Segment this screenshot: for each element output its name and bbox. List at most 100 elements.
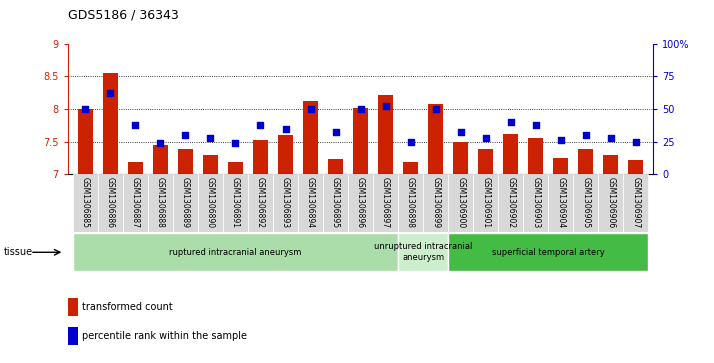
Point (555, 137, 566, 143)
Bar (428, 104, 443, 174)
Bar (578, 150, 593, 174)
Point (230, 140, 241, 146)
Text: GSM1306888: GSM1306888 (156, 177, 165, 228)
Point (380, 103, 391, 109)
Bar (498, 174, 523, 232)
Bar (553, 158, 568, 174)
Bar (153, 145, 168, 174)
Text: superficial temporal artery: superficial temporal artery (492, 248, 605, 257)
Bar (628, 160, 643, 174)
Bar (603, 155, 618, 174)
Bar (298, 174, 323, 232)
Bar (223, 174, 248, 232)
Bar (148, 174, 173, 232)
Text: GSM1306896: GSM1306896 (356, 177, 365, 228)
Bar (178, 150, 193, 174)
Point (180, 132, 191, 138)
Text: GSM1306897: GSM1306897 (381, 177, 390, 228)
Text: GSM1306885: GSM1306885 (81, 177, 90, 228)
Text: GSM1306887: GSM1306887 (131, 177, 140, 228)
Bar (448, 233, 648, 272)
Text: GSM1306907: GSM1306907 (631, 177, 640, 228)
Bar (78, 109, 93, 174)
Point (530, 122, 541, 127)
Bar (173, 174, 198, 232)
Text: GSM1306889: GSM1306889 (181, 177, 190, 228)
Bar (573, 174, 598, 232)
Point (330, 130, 341, 135)
Bar (478, 150, 493, 174)
Bar (373, 174, 398, 232)
Text: GSM1306890: GSM1306890 (206, 177, 215, 228)
Text: GSM1306898: GSM1306898 (406, 177, 415, 228)
Bar (398, 233, 448, 272)
Bar (623, 174, 648, 232)
Bar (598, 174, 623, 232)
Text: GDS5186 / 36343: GDS5186 / 36343 (68, 9, 178, 22)
Bar (503, 134, 518, 174)
Text: GSM1306895: GSM1306895 (331, 177, 340, 228)
Point (480, 135, 491, 140)
Text: GSM1306901: GSM1306901 (481, 177, 491, 228)
Text: transformed count: transformed count (83, 302, 174, 312)
Point (280, 126, 291, 131)
Point (255, 122, 266, 127)
Point (605, 135, 616, 140)
Bar (423, 174, 448, 232)
Point (405, 139, 416, 144)
Text: GSM1306904: GSM1306904 (556, 177, 565, 228)
Point (630, 139, 641, 144)
Bar (68, 327, 79, 345)
Text: GSM1306905: GSM1306905 (581, 177, 590, 228)
Bar (73, 174, 98, 232)
Bar (228, 163, 243, 174)
Bar (123, 174, 148, 232)
Bar (303, 101, 318, 174)
Point (580, 132, 591, 138)
Bar (398, 174, 423, 232)
Bar (473, 174, 498, 232)
Point (205, 135, 216, 140)
Bar (323, 174, 348, 232)
Bar (98, 174, 123, 232)
Point (455, 130, 466, 135)
Bar (278, 135, 293, 174)
Bar (448, 174, 473, 232)
Bar (73, 233, 398, 272)
Text: GSM1306893: GSM1306893 (281, 177, 290, 228)
Point (130, 122, 141, 127)
Bar (353, 107, 368, 174)
Text: GSM1306892: GSM1306892 (256, 177, 265, 228)
Text: ruptured intracranial aneurysm: ruptured intracranial aneurysm (169, 248, 301, 257)
Bar (253, 140, 268, 174)
Point (305, 106, 316, 112)
Bar (198, 174, 223, 232)
Bar (248, 174, 273, 232)
Point (355, 106, 366, 112)
Text: percentile rank within the sample: percentile rank within the sample (83, 331, 248, 341)
Text: GSM1306891: GSM1306891 (231, 177, 240, 228)
Bar (203, 155, 218, 174)
Point (430, 106, 441, 112)
Point (155, 140, 166, 146)
Bar (273, 174, 298, 232)
Text: tissue: tissue (4, 247, 33, 257)
Bar (103, 73, 118, 174)
Point (105, 90, 116, 96)
Text: unruptured intracranial
aneurysm: unruptured intracranial aneurysm (374, 242, 472, 262)
Bar (403, 163, 418, 174)
Bar (348, 174, 373, 232)
Bar (453, 142, 468, 174)
Bar (68, 298, 79, 316)
Text: GSM1306886: GSM1306886 (106, 177, 115, 228)
Text: GSM1306903: GSM1306903 (531, 177, 540, 228)
Bar (128, 163, 143, 174)
Bar (378, 94, 393, 174)
Text: GSM1306894: GSM1306894 (306, 177, 315, 228)
Bar (548, 174, 573, 232)
Text: GSM1306899: GSM1306899 (431, 177, 440, 228)
Text: GSM1306900: GSM1306900 (456, 177, 465, 228)
Bar (528, 138, 543, 174)
Text: GSM1306906: GSM1306906 (606, 177, 615, 228)
Point (505, 119, 516, 125)
